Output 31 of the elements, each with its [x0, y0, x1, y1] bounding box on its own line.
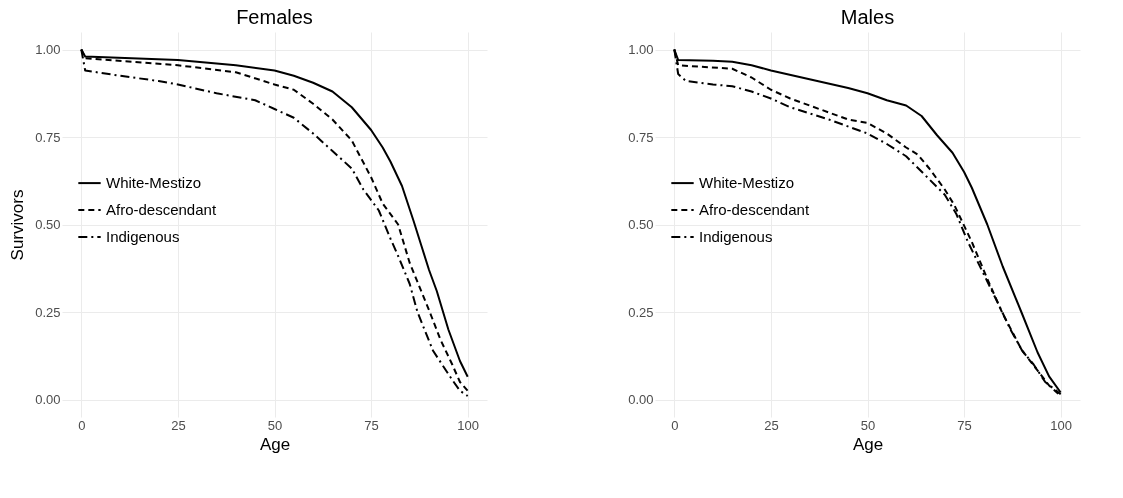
x-tick-label: 50	[860, 417, 876, 433]
y-tick-label: 0.50	[35, 217, 61, 232]
x-tick-label: 100	[1050, 417, 1073, 433]
y-tick-label: 0.00	[35, 392, 61, 407]
x-tick-label: 100	[457, 417, 480, 433]
legend-label: Afro-descendant	[699, 201, 810, 219]
x-tick-label: 25	[764, 417, 779, 433]
y-tick-label: 0.75	[35, 129, 61, 145]
y-tick-label: 0.75	[628, 129, 654, 145]
chart-title: Males	[840, 6, 895, 28]
x-tick-label: 25	[171, 417, 186, 433]
y-tick-label: 1.00	[628, 42, 654, 57]
legend-label: White-Mestizo	[699, 174, 795, 192]
x-tick-label: 0	[78, 417, 86, 433]
x-tick-label: 0	[671, 417, 679, 433]
x-tick-label: 75	[957, 417, 972, 433]
y-axis-title: Survivors	[8, 189, 28, 261]
legend-label: Afro-descendant	[106, 201, 217, 219]
x-tick-label: 50	[267, 417, 283, 433]
legend-label: Indigenous	[106, 228, 180, 246]
x-tick-label: 75	[364, 417, 379, 433]
y-tick-label: 0.00	[628, 392, 654, 407]
chart-title: Females	[236, 6, 313, 28]
legend-label: White-Mestizo	[106, 174, 202, 192]
y-tick-label: 0.50	[628, 217, 654, 232]
legend-label: Indigenous	[699, 228, 773, 246]
x-axis-title: Age	[259, 434, 291, 454]
y-tick-label: 1.00	[35, 42, 61, 57]
y-tick-label: 0.25	[628, 304, 654, 320]
x-axis-title: Age	[852, 434, 884, 454]
y-tick-label: 0.25	[35, 304, 61, 320]
